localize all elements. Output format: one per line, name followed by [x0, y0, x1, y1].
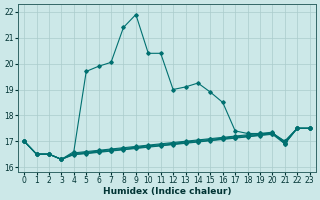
X-axis label: Humidex (Indice chaleur): Humidex (Indice chaleur): [103, 187, 231, 196]
